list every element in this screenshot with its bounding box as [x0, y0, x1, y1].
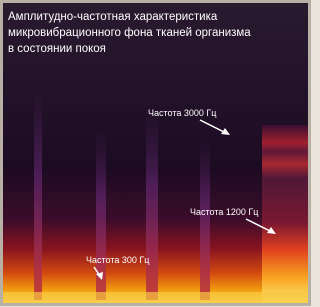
- streak: [146, 110, 158, 300]
- spectrogram-figure: Амплитудно-частотная характеристика микр…: [0, 0, 311, 307]
- annotation-label: Частота 1200 Гц: [190, 207, 258, 217]
- page: Амплитудно-частотная характеристика микр…: [0, 0, 311, 307]
- title-line: Амплитудно-частотная характеристика: [8, 11, 218, 23]
- title-line: в состоянии покоя: [8, 43, 106, 55]
- title-line: микровибрационного фона тканей организма: [8, 27, 251, 39]
- streak: [34, 90, 42, 300]
- annotation-label: Частота 3000 Гц: [148, 108, 216, 118]
- spectrogram-right-block: [262, 125, 308, 303]
- streak: [200, 140, 210, 300]
- annotation-label: Частота 300 Гц: [86, 255, 149, 265]
- low-frequency-band: [3, 292, 308, 303]
